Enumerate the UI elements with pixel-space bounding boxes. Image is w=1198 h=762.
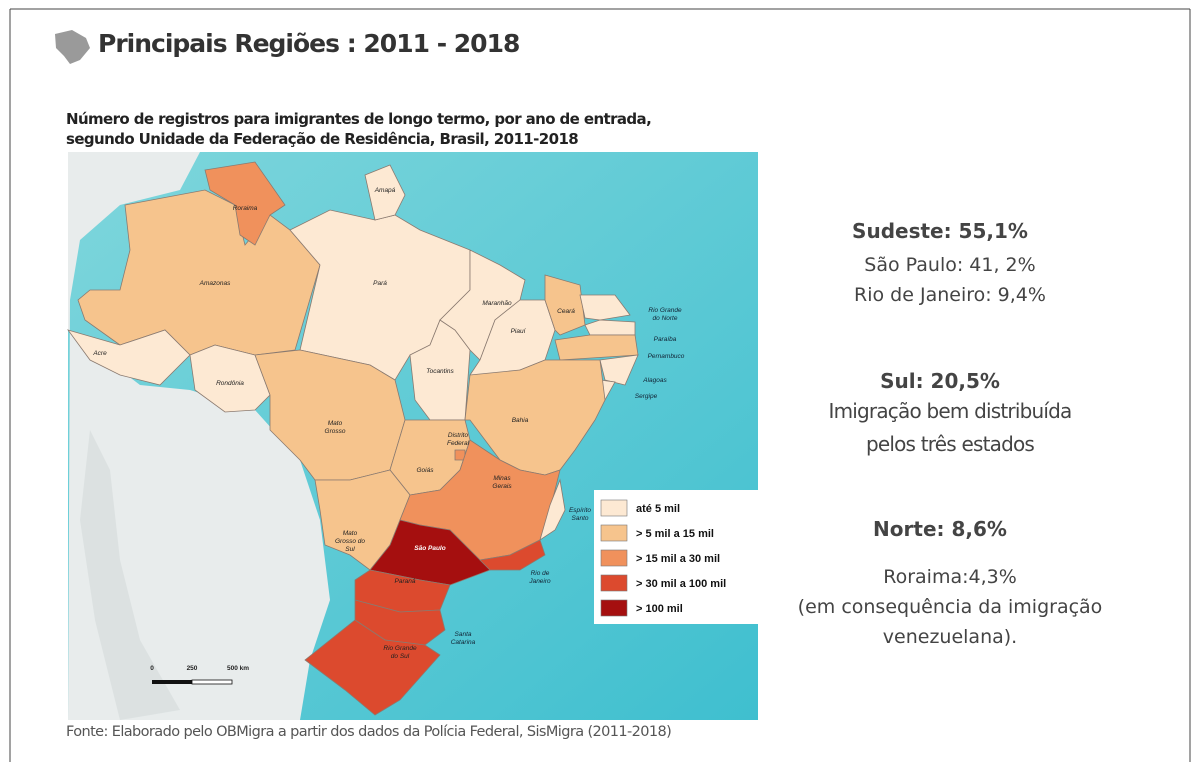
state-label: Mato <box>343 530 358 537</box>
scale-label: 0 <box>150 665 154 672</box>
state-label: do Norte <box>653 315 678 322</box>
legend: até 5 mil > 5 mil a 15 mil > 15 mil a 30 m… <box>594 490 760 624</box>
summary-line: pelos três estados <box>866 432 1034 456</box>
state-label: Rondônia <box>216 380 244 387</box>
state-label: São Paulo <box>414 545 445 552</box>
state-label: Grosso do <box>335 538 365 545</box>
state-label: Santa <box>455 631 472 638</box>
scale-label: 500 km <box>227 665 249 672</box>
state-label: do Sul <box>391 653 410 660</box>
legend-label: > 100 mil <box>636 603 683 615</box>
state-label: Gerais <box>492 483 512 490</box>
state-label: Amazonas <box>199 280 231 287</box>
legend-swatch <box>601 575 627 591</box>
state-label: Paraíba <box>654 336 677 343</box>
state-label: Rio de <box>531 570 550 577</box>
state-label: Goiás <box>417 467 435 474</box>
legend-swatch <box>601 600 627 616</box>
summary-heading: Sudeste: 55,1% <box>852 219 1028 243</box>
state-label: Sul <box>345 546 355 553</box>
map-title: Número de registros para imigrantes de l… <box>66 110 651 128</box>
source: Fonte: Elaborado pelo OBMigra a partir d… <box>66 724 671 740</box>
summary-line: Rio de Janeiro: 9,4% <box>854 284 1046 306</box>
legend-label: > 15 mil a 30 mil <box>636 553 720 565</box>
summary-line: venezuelana). <box>883 626 1017 648</box>
state-label: Distrito <box>448 432 469 439</box>
legend-swatch <box>601 525 627 541</box>
state-label: Rio Grande <box>648 307 682 314</box>
summary-line: Imigração bem distribuída <box>829 399 1072 423</box>
state-label: Rio Grande <box>383 645 417 652</box>
summary: Sudeste: 55,1% São Paulo: 41, 2% Rio de Ja… <box>798 219 1103 648</box>
slide: Principais Regiões : 2011 - 2018 Número … <box>0 0 1198 762</box>
map-title: segundo Unidade da Federação de Residênc… <box>66 130 578 148</box>
page-title: Principais Regiões : 2011 - 2018 <box>98 29 519 58</box>
scale-segment <box>152 680 192 684</box>
scale-label: 250 <box>187 665 198 672</box>
state-label: Catarina <box>451 639 476 646</box>
map: Roraima Amapá Amazonas Pará Acre Rondônia Mato… <box>68 152 760 720</box>
legend-swatch <box>601 550 627 566</box>
state-label: Amapá <box>374 187 396 194</box>
state-label: Ceará <box>557 308 575 315</box>
state-label: Roraima <box>233 205 258 212</box>
legend-label: > 30 mil a 100 mil <box>636 578 726 590</box>
state-label: Acre <box>92 350 107 357</box>
state-label: Santo <box>572 515 589 522</box>
state-label: Espírito <box>569 507 591 514</box>
legend-label: até 5 mil <box>636 503 680 515</box>
state-label: Bahia <box>512 417 529 424</box>
state-label: Grosso <box>325 428 346 435</box>
state-label: Janeiro <box>528 578 551 585</box>
state-label: Pernambuco <box>648 353 685 360</box>
state-label: Maranhão <box>482 300 512 307</box>
state-label: Federal <box>447 440 470 447</box>
brazil-icon <box>55 30 90 64</box>
summary-line: Roraima:4,3% <box>883 566 1017 588</box>
summary-heading: Sul: 20,5% <box>880 369 1000 393</box>
state-shape <box>585 320 635 335</box>
legend-swatch <box>601 500 627 516</box>
summary-line: São Paulo: 41, 2% <box>864 254 1035 276</box>
state-label: Paraná <box>395 578 416 585</box>
state-label: Mato <box>328 420 343 427</box>
state-label: Piauí <box>511 328 527 335</box>
state-label: Pará <box>373 280 387 287</box>
scale-segment <box>192 680 232 684</box>
legend-label: > 5 mil a 15 mil <box>636 528 714 540</box>
summary-heading: Norte: 8,6% <box>873 517 1007 541</box>
state-label: Sergipe <box>635 393 658 400</box>
summary-line: (em consequência da imigração <box>798 596 1103 618</box>
state-label: Tocantins <box>426 368 454 375</box>
state-label: Minas <box>493 475 511 482</box>
state-label: Alagoas <box>642 377 667 384</box>
